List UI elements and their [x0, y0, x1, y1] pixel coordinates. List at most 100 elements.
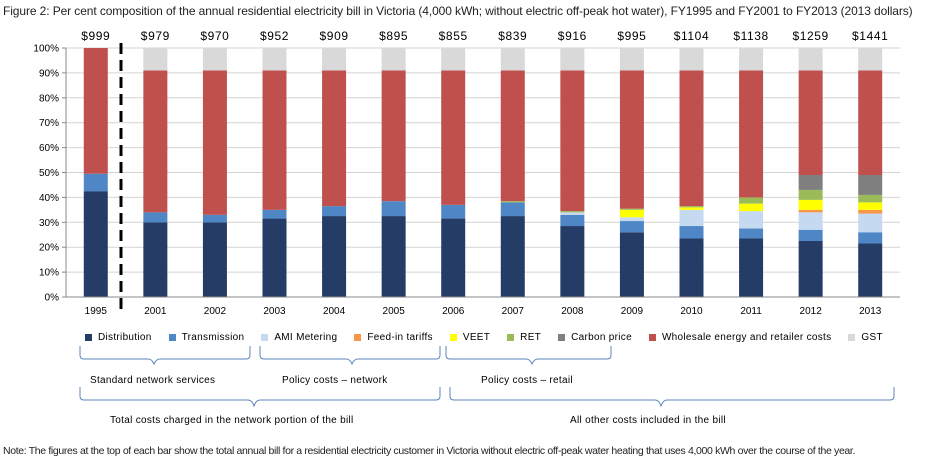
bar-total-label: $895	[379, 29, 408, 43]
brace-label-network-portion: Total costs charged in the network porti…	[110, 415, 354, 426]
y-tick-label: 100%	[33, 44, 59, 55]
bar-segment-distribution-2005	[381, 216, 406, 297]
bar-segment-gst-2013	[858, 48, 883, 71]
bar-total-label: $995	[617, 29, 646, 43]
figure-title: Figure 2: Per cent composition of the an…	[3, 4, 913, 18]
bar-segment-wholesale-energy-and-retailer-costs-2013	[858, 70, 883, 175]
legend-swatch	[354, 333, 362, 341]
legend-swatch	[507, 333, 515, 341]
x-tick-label: 2005	[383, 306, 406, 317]
bar-total-label: $1138	[733, 29, 768, 43]
bar-segment-ret-2011	[739, 197, 764, 204]
brace-annotations	[79, 346, 895, 408]
brace-label-other-costs: All other costs included in the bill	[570, 415, 726, 426]
bar-segment-transmission-2006	[441, 204, 466, 219]
x-tick-label: 2011	[740, 306, 762, 317]
bar-segment-transmission-2002	[202, 214, 227, 223]
x-axis-ticks: 1995 2001 2002 2003 2004 2005 2006 2007 2008 2009…	[85, 306, 882, 317]
bar-segment-gst-2002	[202, 48, 227, 71]
bar-segment-distribution-2006	[441, 218, 466, 297]
bar-segment-distribution-2012	[798, 240, 823, 297]
x-tick-label: 2010	[680, 306, 703, 317]
x-tick-label: 2012	[800, 306, 823, 317]
bar-total-label: $970	[200, 29, 229, 43]
brace-label-policy-retail: Policy costs – retail	[481, 375, 573, 386]
bar-segment-wholesale-energy-and-retailer-costs-2001	[143, 70, 168, 213]
legend-item-feed-in-tariffs: Feed-in tariffs	[354, 332, 433, 343]
bar-segment-gst-2006	[441, 48, 466, 71]
brace-policy-retail	[445, 346, 612, 366]
legend-swatch	[168, 333, 176, 341]
bar-segment-distribution-2003	[262, 218, 287, 297]
bar-segment-gst-2001	[143, 48, 168, 71]
bar-segment-transmission-2008	[560, 214, 585, 227]
bar-segment-wholesale-energy-and-retailer-costs-2007	[500, 70, 525, 202]
bar-total-label: $999	[81, 29, 110, 43]
bar-segment-gst-2008	[560, 48, 585, 71]
bar-segment-transmission-2011	[739, 228, 764, 239]
bar-segment-transmission-2010	[679, 226, 704, 239]
stacked-bar-chart: 0%10%20%30%40%50%60%70%80%90%100% $999 $9…	[33, 29, 900, 317]
legend-label: Carbon price	[571, 331, 632, 343]
legend-item-carbon-price: Carbon price	[558, 332, 632, 343]
bar-total-label: $909	[320, 29, 349, 43]
y-tick-label: 50%	[39, 168, 59, 179]
legend-item-wholesale-energy-and-retailer-costs: Wholesale energy and retailer costs	[648, 331, 832, 343]
bar-segment-distribution-2013	[858, 243, 883, 297]
bar-total-label: $1104	[674, 29, 709, 43]
bar-segment-ret-2013	[858, 194, 883, 203]
footnote: Note: The figures at the top of each bar…	[3, 445, 856, 457]
legend-swatch	[848, 333, 856, 341]
bar-segment-gst-2003	[262, 48, 287, 71]
bar-segment-carbon-price-2012	[798, 174, 823, 190]
bar-segment-transmission-2012	[798, 229, 823, 241]
bar-segment-distribution-2009	[619, 232, 644, 297]
bar-segment-ret-2012	[798, 189, 823, 200]
legend-label: GST	[861, 331, 883, 343]
bar-total-label: $979	[141, 29, 170, 43]
bar-segment-ret-2008	[560, 211, 585, 213]
bar-segment-transmission-2004	[322, 206, 347, 217]
bar-segment-transmission-2005	[381, 201, 406, 217]
legend-swatch	[261, 333, 269, 341]
bar-segment-distribution-2007	[500, 216, 525, 297]
bar-segment-transmission-2007	[500, 202, 525, 217]
bar-total-label: $952	[260, 29, 289, 43]
bar-segment-wholesale-energy-and-retailer-costs-2006	[441, 70, 466, 205]
y-tick-label: 90%	[39, 68, 59, 79]
bar-segment-transmission-2003	[262, 209, 287, 219]
brace-label-standard-network: Standard network services	[90, 375, 216, 386]
legend-swatch	[85, 333, 92, 341]
bar-segment-gst-2004	[322, 48, 347, 71]
bar-segment-ret-2009	[619, 208, 644, 210]
bar-total-label: $1441	[852, 29, 888, 43]
bar-segment-wholesale-energy-and-retailer-costs-2008	[560, 70, 585, 212]
legend-label: AMI Metering	[274, 331, 338, 343]
bar-segment-distribution-2001	[143, 222, 168, 297]
x-tick-label: 2002	[204, 306, 227, 317]
bar-total-label: $855	[439, 29, 468, 43]
bar-segment-wholesale-energy-and-retailer-costs-2005	[381, 70, 406, 202]
x-tick-label: 2013	[859, 306, 882, 317]
x-tick-label: 2007	[502, 306, 525, 317]
bar-segment-transmission-1995	[83, 173, 108, 192]
x-tick-label: 2004	[323, 306, 346, 317]
bar-segment-distribution-2002	[202, 222, 227, 297]
bar-segment-veet-2010	[679, 207, 704, 210]
x-tick-label: 2003	[263, 306, 286, 317]
x-tick-label: 2008	[561, 306, 584, 317]
legend-item-gst: GST	[848, 331, 883, 343]
bar-segment-distribution-2004	[322, 216, 347, 297]
legend-item-ret: RET	[507, 332, 541, 343]
brace-standard-network	[79, 346, 251, 366]
legend-item-transmission: Transmission	[168, 332, 245, 343]
bar-segment-gst-2007	[500, 48, 525, 71]
brace-policy-network	[259, 346, 441, 366]
bar-segment-feed-in-tariffs-2012	[798, 209, 823, 213]
legend-label: Distribution	[98, 331, 152, 343]
legend-item-distribution: Distribution	[85, 332, 152, 343]
bar-segment-gst-2010	[679, 48, 704, 71]
bar-segment-transmission-2001	[143, 212, 168, 223]
legend-swatch	[449, 333, 457, 341]
legend-label: Wholesale energy and retailer costs	[661, 331, 832, 343]
